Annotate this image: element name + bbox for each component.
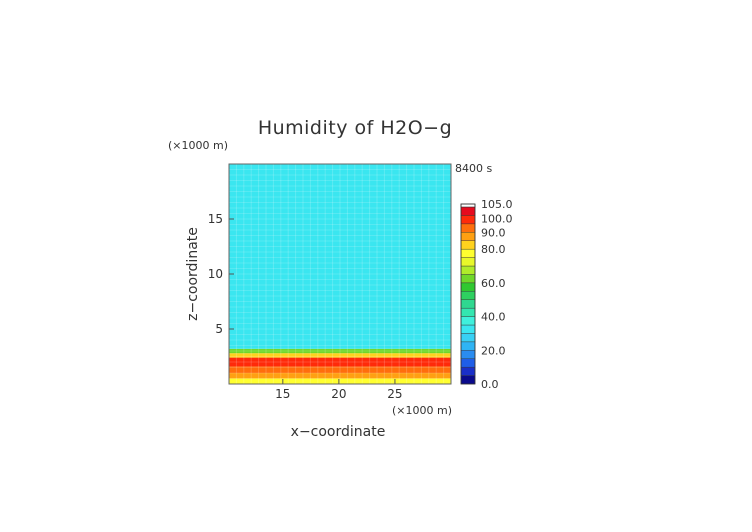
x-tick-label: 20 [331, 387, 346, 401]
colorbar-frame [460, 203, 476, 385]
x-axis: 15 20 25 [275, 379, 403, 401]
field-band [229, 348, 451, 354]
colorbar-tick-label: 0.0 [481, 378, 499, 391]
y-axis: 5 10 15 [208, 212, 234, 336]
colorbar-segment [460, 291, 476, 300]
field-band [229, 357, 451, 367]
colorbar-tick-label: 80.0 [481, 243, 506, 256]
colorbar-tick-label: 100.0 [481, 212, 513, 225]
field-band [229, 366, 451, 373]
colorbar-segment [460, 257, 476, 267]
x-unit-label: (×1000 m) [392, 404, 452, 417]
colorbar-segment [460, 274, 476, 284]
colorbar-segment [460, 316, 476, 326]
colorbar-segment [460, 307, 476, 317]
colorbar-segment [460, 215, 476, 225]
colorbar-segment [460, 341, 476, 351]
colorbar-segment [460, 282, 476, 292]
plot-area [228, 163, 452, 385]
colorbar-cap [460, 203, 476, 208]
y-unit-label: (×1000 m) [168, 139, 228, 152]
x-tick-label: 15 [275, 387, 290, 401]
colorbar-tick-label: 60.0 [481, 277, 506, 290]
x-axis-label: x−coordinate [291, 424, 386, 440]
colorbar-segment [460, 265, 476, 275]
colorbar-segment [460, 333, 476, 343]
y-tick-label: 15 [208, 212, 223, 226]
chart-title: Humidity of H2O−g [258, 117, 452, 139]
colorbar-segment [460, 366, 476, 376]
y-tick-label: 10 [208, 267, 223, 281]
colorbar-tick-label: 40.0 [481, 311, 506, 324]
x-tick-label: 25 [387, 387, 402, 401]
field-band [229, 378, 451, 384]
colorbar-segment [460, 248, 476, 258]
field-band [229, 373, 451, 379]
colorbar-segment [460, 206, 476, 216]
colorbar-segment [460, 358, 476, 368]
colorbar-segment [460, 240, 476, 250]
colorbar-segment [460, 324, 476, 334]
field-band [229, 164, 451, 349]
colorbar-segment [460, 350, 476, 359]
time-label: 8400 s [455, 162, 492, 175]
field-band [229, 353, 451, 358]
colorbar-segment [460, 232, 476, 241]
colorbar-tick-label: 20.0 [481, 344, 506, 357]
y-tick-label: 5 [215, 322, 223, 336]
colorbar-tick-label: 90.0 [481, 226, 506, 239]
y-axis-label: z−coordinate [185, 227, 201, 321]
colorbar-tick-label: 105.0 [481, 198, 513, 211]
colorbar-segment [460, 299, 476, 309]
colorbar-segment [460, 223, 476, 233]
colorbar-segment [460, 375, 476, 385]
